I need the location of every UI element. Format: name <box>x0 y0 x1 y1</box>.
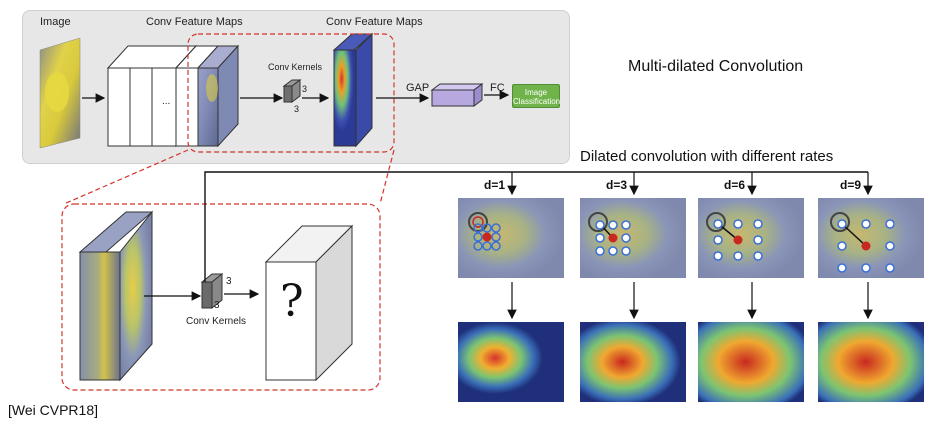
dilation-image-d1 <box>458 198 564 278</box>
label-fc: FC <box>490 82 505 94</box>
feature-map-heat <box>332 32 374 148</box>
dilation-image-d6 <box>698 198 804 278</box>
highlight-box-top <box>187 33 395 153</box>
input-image <box>39 37 81 149</box>
zoom-box <box>61 203 381 391</box>
heatmap-d3 <box>580 322 686 402</box>
citation: [Wei CVPR18] <box>8 402 98 418</box>
label-image: Image <box>40 16 71 28</box>
zoom-feature-map <box>78 210 154 382</box>
label-kernel-size-top-b: 3 <box>294 104 300 114</box>
kernel-zoom <box>200 272 224 310</box>
label-kernel-size-top-a: 3 <box>302 84 308 94</box>
label-kernel-size-zoom-a: 3 <box>226 276 232 287</box>
heatmap-d9 <box>818 322 924 402</box>
feature-maps-stack <box>106 44 220 148</box>
label-gap: GAP <box>406 82 430 94</box>
projection-line-left <box>63 149 189 205</box>
label-conv-maps-1: Conv Feature Maps <box>146 16 243 28</box>
heatmap-d6 <box>698 322 804 402</box>
label-conv-kernels-top: Conv Kernels <box>268 62 323 72</box>
main-title: Multi-dilated Convolution <box>628 58 804 75</box>
question-mark: ? <box>280 276 304 327</box>
rate-d1: d=1 <box>484 178 506 192</box>
dilation-image-d9 <box>818 198 924 278</box>
image-classification-box: Image Classification <box>512 84 560 108</box>
rate-d3: d=3 <box>606 178 628 192</box>
subtitle: Dilated convolution with different rates <box>580 148 834 165</box>
projection-line-right <box>379 149 395 205</box>
label-conv-kernels-zoom: Conv Kernels <box>186 316 247 327</box>
ellipsis: ... <box>162 96 171 107</box>
rate-d9: d=9 <box>840 178 862 192</box>
gap-block <box>430 83 484 107</box>
label-kernel-size-zoom-b: 3 <box>214 300 220 311</box>
feature-map-blue <box>196 44 240 148</box>
heatmap-d1 <box>458 322 564 402</box>
rate-d6: d=6 <box>724 178 746 192</box>
label-conv-maps-2: Conv Feature Maps <box>326 16 423 28</box>
connector-line <box>204 171 868 282</box>
output-feature-map <box>264 224 354 382</box>
dilation-image-d3 <box>580 198 686 278</box>
kernel-top <box>282 79 302 103</box>
